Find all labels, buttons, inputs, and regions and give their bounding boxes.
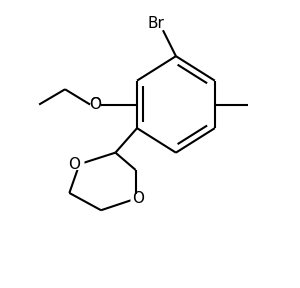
Text: O: O — [89, 97, 101, 112]
Text: O: O — [89, 97, 101, 112]
Text: Br: Br — [147, 16, 164, 31]
Text: O: O — [133, 191, 145, 206]
Text: O: O — [68, 157, 80, 172]
